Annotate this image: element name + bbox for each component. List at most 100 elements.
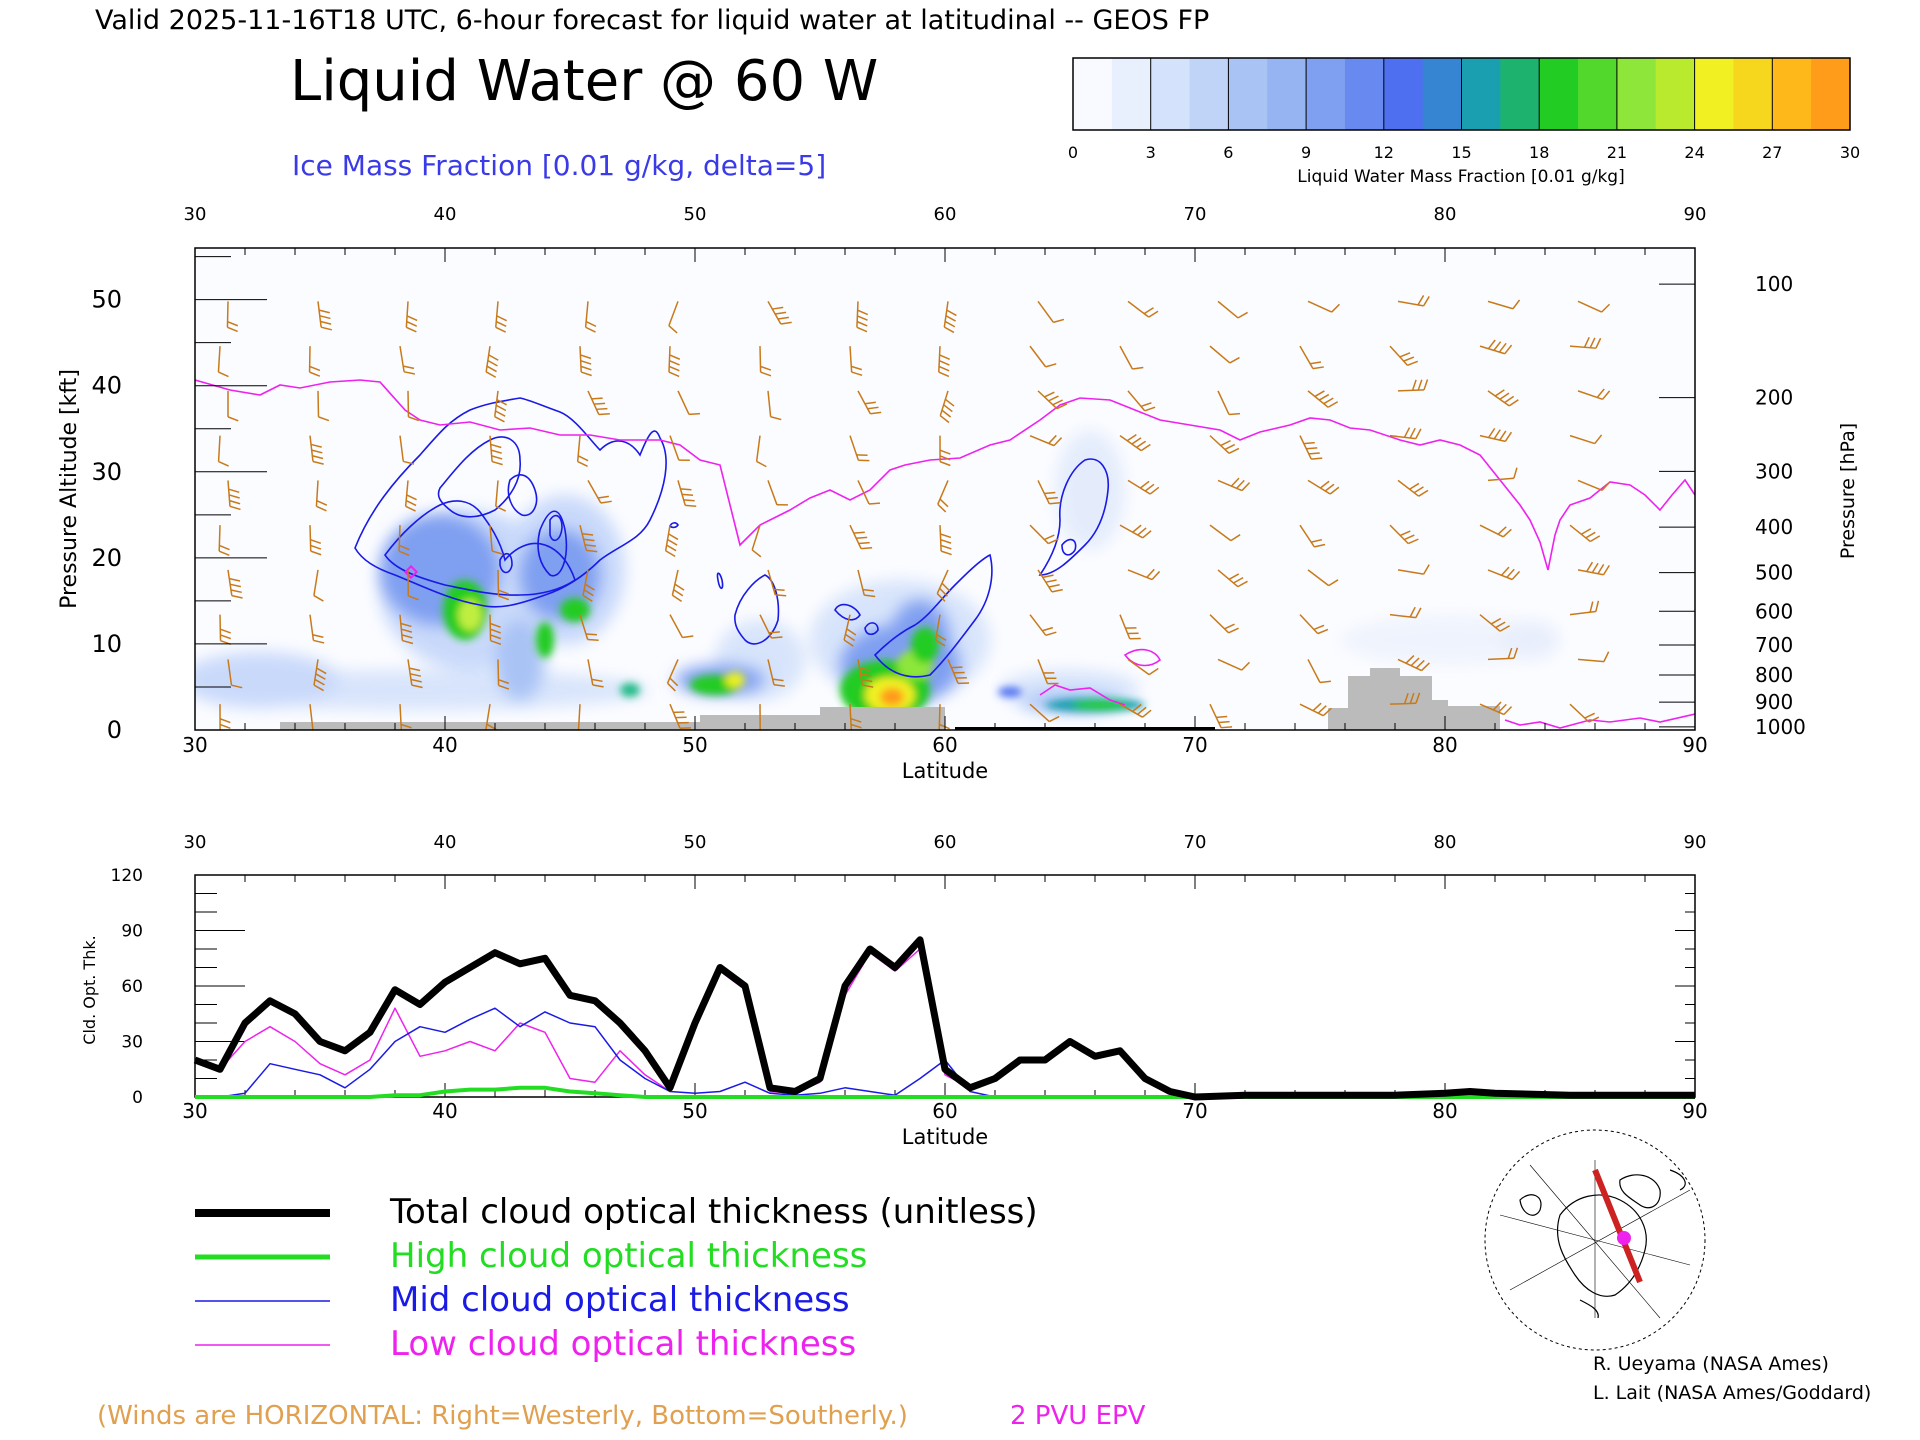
wind-barb	[399, 435, 415, 465]
wind-barb-feather	[1513, 467, 1518, 479]
wind-barb-staff	[227, 659, 233, 686]
upper-ylabel-left: Pressure Altitude [kft]	[57, 369, 82, 609]
wind-barb-feather	[310, 443, 322, 448]
wind-barb-feather	[864, 401, 876, 405]
wind-barb-feather	[946, 309, 957, 317]
wind-barb-feather	[939, 498, 949, 508]
wind-barb	[1487, 389, 1519, 407]
wind-barb-feather	[1500, 566, 1510, 576]
wind-barb-staff	[1307, 659, 1321, 683]
colorbar-cell	[1306, 58, 1385, 130]
wind-barb-staff	[1397, 658, 1422, 672]
wind-barb-feather	[585, 320, 597, 328]
wind-barb-feather	[862, 588, 874, 592]
wind-barb-staff	[1217, 658, 1243, 671]
wind-barb-staff	[1479, 524, 1504, 538]
wind-barb-feather	[491, 460, 503, 466]
wind-barb-staff	[1389, 613, 1416, 619]
wind-barb-staff	[1569, 524, 1591, 543]
wind-barb-feather	[780, 321, 792, 325]
wind-barb	[219, 704, 231, 730]
wind-barb-staff	[938, 346, 941, 373]
lower-ylabel: Cld. Opt. Thk.	[80, 935, 99, 1044]
wind-barb-staff	[1037, 390, 1058, 410]
colorbar-cell	[1383, 58, 1462, 130]
x-bottom-tick-label: 30	[182, 733, 207, 757]
wind-barb-feather	[1312, 366, 1324, 370]
wind-barb-staff	[1487, 300, 1514, 310]
wind-barb-feather	[1498, 342, 1507, 353]
wind-barb-feather	[1143, 307, 1154, 315]
wind-barb-feather	[1497, 526, 1507, 535]
wind-barb-staff	[309, 435, 314, 462]
wind-barb	[309, 435, 324, 465]
wind-barb-staff	[315, 480, 319, 507]
wind-barb-feather	[850, 718, 862, 723]
wind-barb-feather	[943, 404, 953, 413]
wind-barb-feather	[591, 678, 603, 683]
wind-barb-staff	[1577, 300, 1603, 313]
wind-barb	[1299, 702, 1332, 717]
wind-barb-feather	[1228, 573, 1240, 580]
wind-barb	[1479, 427, 1513, 443]
wind-barb	[857, 480, 881, 505]
wind-barb-feather	[775, 311, 787, 315]
wind-barb-feather	[1423, 379, 1429, 391]
wind-barb	[669, 703, 691, 729]
wind-barb-feather	[858, 541, 870, 545]
wind-barb-feather	[1589, 535, 1601, 543]
wind-barb-staff	[751, 524, 761, 551]
wind-barb	[857, 659, 874, 688]
wind-barb-feather	[584, 544, 596, 547]
wind-barb-staff	[1307, 390, 1329, 408]
topography	[280, 707, 945, 730]
y-left-tick-label: 0	[107, 716, 122, 744]
wind-barb	[1397, 295, 1430, 307]
colorbar-tick-label: 27	[1762, 143, 1782, 162]
wind-barb	[579, 524, 598, 553]
y-left-tick-label: 10	[91, 630, 122, 658]
wind-barb-staff	[1569, 434, 1595, 445]
wind-barb	[1389, 427, 1422, 440]
wind-barb-feather	[775, 594, 787, 597]
wind-barb-feather	[1494, 389, 1505, 397]
wind-barb	[857, 390, 882, 415]
wind-barb-staff	[669, 435, 680, 461]
wind-barb	[1217, 658, 1251, 671]
colorbar-tick-label: 9	[1301, 143, 1311, 162]
wind-barb-staff	[1487, 477, 1514, 482]
wind-barb	[1217, 300, 1248, 319]
wind-barb-feather	[498, 595, 510, 601]
wind-barb-feather	[1601, 303, 1611, 313]
wind-barb-staff	[1217, 390, 1230, 415]
wind-barb-feather	[773, 588, 785, 592]
wind-barb	[485, 346, 499, 378]
wind-barb-staff	[219, 614, 222, 641]
wind-barb-feather	[1048, 434, 1057, 444]
wind-barb-feather	[1415, 659, 1425, 669]
inset-map	[1484, 1129, 1706, 1351]
wind-barb	[407, 659, 423, 689]
wind-barb-feather	[939, 723, 950, 730]
wind-barb-feather	[600, 500, 612, 504]
wind-barb	[1029, 345, 1057, 368]
wind-barb	[399, 614, 414, 645]
lower-panel: 30 40 50 60 70 80 90 30 40 50 60 70 80 90 0 30 60 90 120…	[80, 832, 1708, 1149]
wind-barb	[494, 390, 507, 423]
wind-barb	[1307, 569, 1339, 587]
wind-barb	[938, 346, 950, 378]
y-right-tick-label: 500	[1755, 561, 1793, 585]
colorbar-cell-blend	[1500, 58, 1540, 130]
wind-barb-staff	[1217, 300, 1239, 319]
wind-barb-staff	[489, 435, 493, 462]
x-bottom-tick-label: 80	[1432, 1099, 1457, 1123]
wind-barb	[767, 390, 782, 421]
wind-barb	[1037, 569, 1063, 593]
wind-barb	[1479, 701, 1513, 716]
wind-barb	[489, 614, 502, 646]
wind-barb	[1487, 647, 1519, 661]
upper-ylabel-right: Pressure [hPa]	[1837, 423, 1859, 559]
x-top-tick-label: 50	[684, 204, 707, 225]
